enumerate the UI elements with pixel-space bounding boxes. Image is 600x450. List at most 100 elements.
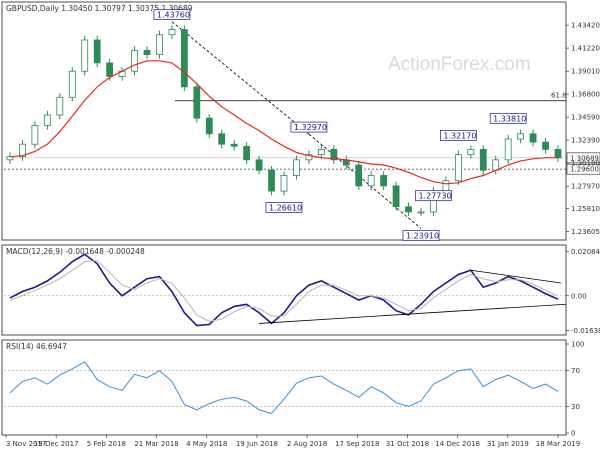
price-moving-average-line xyxy=(9,60,558,185)
price-candle-body xyxy=(268,169,275,192)
price-candle-body xyxy=(230,143,238,147)
price-candle-body xyxy=(330,149,338,161)
y-axis-tick-labels: 1.43420 1.41220 1.39010 1.36800 1.34590 1.323… xyxy=(566,22,600,438)
price-level-annotation-label: 1.26610 xyxy=(269,203,302,212)
price-downtrend-line xyxy=(171,21,310,135)
price-level-annotation-box xyxy=(290,121,328,133)
price-level-annotation-box xyxy=(153,9,191,20)
price-y-tick-label: 1.39010 xyxy=(571,68,600,76)
macd-falling-trendline xyxy=(470,269,562,284)
price-candle-body xyxy=(417,211,425,214)
price-level-annotation-label: 1.43760 xyxy=(157,11,190,20)
price-candle-body xyxy=(554,149,562,159)
fib-61-8-label: 61.8 xyxy=(551,92,567,100)
price-candle-body xyxy=(405,206,412,213)
rsi-y-tick-label: 0 xyxy=(571,430,575,438)
price-candle-body xyxy=(280,175,288,192)
price-candle-body xyxy=(454,154,462,182)
price-candle-body xyxy=(255,159,263,171)
price-y-tick-label: 1.41220 xyxy=(571,45,600,53)
rsi-panel-title: RSI(14) 46.6947 xyxy=(6,342,67,351)
price-candle-body xyxy=(193,86,201,119)
x-tick-label: 31 Oct 2018 xyxy=(386,440,429,448)
price-candle-body xyxy=(205,117,213,135)
x-tick-label: 21 Mar 2018 xyxy=(134,440,178,448)
price-level-annotation-label: 1.32970 xyxy=(294,123,327,132)
watermark-text: ActionForex.com xyxy=(388,54,531,75)
price-candle-body xyxy=(81,39,89,72)
price-candle-body xyxy=(293,159,300,176)
price-y-tick-label: 1.43420 xyxy=(571,22,600,30)
price-level-annotation-box xyxy=(440,130,477,141)
current-price-label-box xyxy=(566,152,600,164)
price-candle-body xyxy=(56,96,64,116)
x-tick-label: 4 May 2018 xyxy=(186,440,227,448)
rsi-y-tick-label: 30 xyxy=(571,403,580,411)
price-candle-body xyxy=(31,125,39,145)
price-candle-body xyxy=(106,62,114,77)
price-candle-body xyxy=(380,175,388,187)
rsi-y-tick-label: 100 xyxy=(571,341,584,349)
price-candle-body xyxy=(68,70,76,98)
price-candle-body xyxy=(467,149,475,156)
price-y-tick-label: 1.27970 xyxy=(571,183,600,191)
price-candle-body xyxy=(168,29,176,36)
rsi-series-layer xyxy=(9,361,559,414)
macd-main-line xyxy=(9,253,559,327)
price-candle-body xyxy=(43,114,51,126)
x-tick-label: 14 Dec 2018 xyxy=(435,440,480,448)
macd-series-layer xyxy=(9,253,567,327)
price-level-annotation-label: 1.33810 xyxy=(493,114,526,123)
price-level-annotation-box xyxy=(265,202,303,213)
price-candle-body xyxy=(93,39,101,64)
macd-rising-trendline xyxy=(259,303,567,324)
x-tick-label: 5 Feb 2018 xyxy=(87,440,126,448)
price-level-annotation-label: 1.27730 xyxy=(418,192,451,201)
price-candle-body xyxy=(180,29,188,88)
price-candle-body xyxy=(317,149,325,156)
dotted-level-label-box xyxy=(566,163,600,175)
dotted-level-label: 1.29600 xyxy=(570,166,599,174)
rsi-line xyxy=(9,361,559,414)
rsi-panel-frame xyxy=(1,339,567,436)
price-level-annotation-label: 1.32170 xyxy=(443,131,476,140)
price-level-annotation-box xyxy=(402,230,440,241)
price-candle-body xyxy=(243,145,251,161)
price-panel-frame xyxy=(1,1,567,241)
price-candle-body xyxy=(517,133,525,140)
x-tick-label: 17 Sep 2018 xyxy=(335,440,379,448)
price-candle-body xyxy=(305,154,313,161)
price-y-tick-label: 1.32390 xyxy=(571,137,600,145)
price-candle-body xyxy=(479,149,487,171)
x-tick-label: 2 Aug 2018 xyxy=(287,440,327,448)
macd-y-tick-label: -0.016389 xyxy=(571,327,600,335)
rsi-y-tick-label: 70 xyxy=(571,367,580,375)
price-panel-title: GBPUSD,Daily 1.30450 1.30797 1.30375 1.3… xyxy=(6,4,193,13)
price-candle-body xyxy=(392,185,400,208)
price-candle-body xyxy=(156,34,163,55)
price-candle-body xyxy=(504,138,512,161)
price-candle-body xyxy=(442,180,450,192)
price-candle-body xyxy=(143,49,151,55)
price-candle-body xyxy=(131,49,138,72)
price-level-annotation-label: 1.23910 xyxy=(406,232,439,241)
price-candle-body xyxy=(6,156,14,161)
macd-panel-title: MACD(12,26,9) -0.001648 -0.000248 xyxy=(6,247,145,256)
price-level-annotation-box xyxy=(415,190,452,202)
current-price-label: 1.30689 xyxy=(570,154,599,162)
price-y-tick-label: 1.25810 xyxy=(571,205,600,213)
price-y-tick-label: 1.30180 xyxy=(571,160,600,168)
price-y-tick-label: 1.23605 xyxy=(571,228,600,236)
price-candle-body xyxy=(542,141,549,150)
price-candle-body xyxy=(492,159,500,171)
price-level-annotation-box xyxy=(489,112,527,124)
price-candle-body xyxy=(19,143,26,158)
price-candle-body xyxy=(355,164,363,187)
x-tick-label: 19 Jun 2018 xyxy=(236,440,278,448)
macd-y-tick-label: 0.020848 xyxy=(571,248,600,256)
price-channel-line xyxy=(308,133,422,229)
macd-signal-line xyxy=(9,260,559,322)
